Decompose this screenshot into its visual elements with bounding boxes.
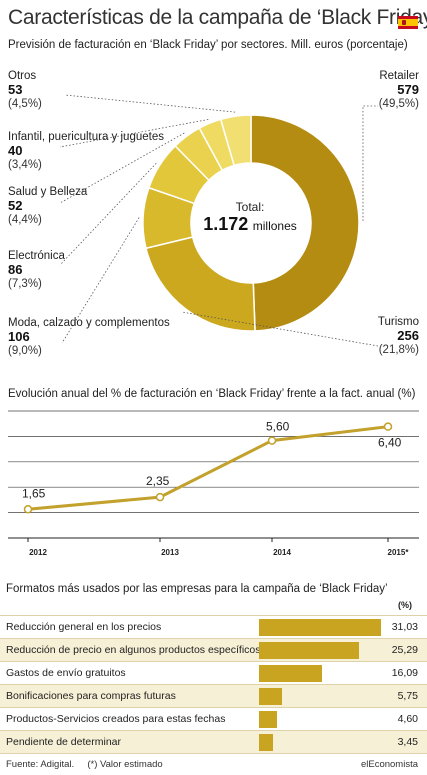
leader-line [59, 119, 209, 148]
data-point [383, 422, 393, 431]
leader-line [362, 105, 378, 221]
spain-flag-icon [398, 16, 418, 29]
label-moda: Moda, calzado y complementos 106 (9,0%) [8, 316, 170, 358]
donut-slice [250, 114, 360, 332]
page-title: Características de la campaña de ‘Black … [8, 6, 427, 29]
segment-name: Turismo [377, 316, 419, 328]
table-bottom-rule [0, 753, 427, 754]
leader-line [183, 311, 379, 347]
bar [259, 688, 282, 705]
bar [259, 711, 278, 728]
leader-line [61, 217, 140, 344]
row-value: 5,75 [397, 690, 418, 702]
segment-percent: (21,8%) [378, 344, 419, 356]
segment-value: 579 [397, 82, 419, 97]
x-tick-label: 2012 [29, 548, 47, 557]
data-label: 6,40 [378, 436, 402, 450]
segment-value: 40 [8, 143, 23, 158]
estimate-note: (*) Valor estimado [87, 759, 163, 770]
segment-percent: (3,4%) [8, 159, 42, 171]
label-turismo: Turismo 256 (21,8%) [378, 315, 419, 357]
row-label: Pendiente de determinar [6, 736, 121, 748]
segment-name: Moda, calzado y complementos [8, 317, 170, 329]
segment-value: 256 [397, 328, 419, 343]
donut-chart [59, 94, 379, 347]
segment-name: Salud y Belleza [8, 186, 88, 198]
leader-line [59, 162, 157, 266]
bar [259, 642, 359, 659]
row-value: 16,09 [391, 667, 418, 679]
footer-source: Fuente: Adigital. (*) Valor estimado [6, 759, 163, 770]
data-label: 2,35 [146, 474, 170, 488]
row-value: 3,45 [397, 736, 418, 748]
line-chart: 2012 2013 2014 2015* 1,65 2,35 5,60 6,40 [8, 410, 419, 557]
segment-value: 106 [8, 329, 30, 344]
series-line [27, 425, 389, 511]
leader-line [64, 94, 236, 113]
segment-percent: (7,3%) [8, 278, 42, 290]
data-point [155, 492, 165, 502]
label-electronica: Electrónica 86 (7,3%) [8, 249, 65, 291]
donut-slice [219, 114, 252, 167]
row-label: Bonificaciones para compras futuras [6, 690, 176, 702]
x-tick-label: 2013 [161, 548, 179, 557]
donut-slice [145, 236, 256, 332]
brand-logo: elEconomista [360, 759, 418, 770]
bar [259, 665, 323, 682]
total-value: 1.172 [203, 214, 249, 234]
leader-line [59, 132, 185, 204]
segment-value: 53 [8, 82, 23, 97]
label-salud: Salud y Belleza 52 (4,4%) [8, 185, 87, 227]
bar-table-title: Formatos más usados por las empresas par… [6, 583, 388, 595]
bar [259, 734, 273, 751]
segment-name: Electrónica [8, 250, 65, 262]
line-chart-title: Evolución anual del % de facturación en … [8, 388, 416, 400]
table-row: Productos-Servicios creados para estas f… [0, 707, 427, 731]
donut-total: Total: 1.172 millones [200, 200, 300, 235]
x-tick-label: 2015* [388, 548, 410, 557]
data-point [23, 505, 33, 514]
label-infantil: Infantil, puericultura y juguetes 40 (3,… [8, 130, 164, 172]
data-label: 5,60 [266, 420, 290, 434]
segment-name: Infantil, puericultura y juguetes [8, 131, 164, 143]
table-row: Gastos de envío gratuitos 16,09 [0, 661, 427, 685]
table-row: Pendiente de determinar 3,45 [0, 730, 427, 754]
table-row: Reducción general en los precios 31,03 [0, 615, 427, 639]
total-unit: millones [252, 219, 297, 233]
total-number: 1.172 millones [200, 214, 300, 235]
bar [259, 619, 382, 636]
x-tick-label: 2014 [273, 548, 291, 557]
segment-value: 52 [8, 198, 23, 213]
segment-name: Otros [8, 70, 37, 82]
row-label: Productos-Servicios creados para estas f… [6, 713, 226, 725]
segment-value: 86 [8, 262, 23, 277]
segment-percent: (49,5%) [378, 98, 419, 110]
segment-name: Retailer [379, 70, 419, 82]
table-row: Bonificaciones para compras futuras 5,75 [0, 684, 427, 708]
row-value: 25,29 [391, 644, 418, 656]
percent-header: (%) [398, 600, 412, 610]
segment-percent: (4,5%) [8, 98, 42, 110]
row-value: 4,60 [397, 713, 418, 725]
data-label: 1,65 [22, 486, 46, 500]
total-label: Total: [235, 200, 265, 214]
donut-subtitle: Previsión de facturación en ‘Black Frida… [8, 39, 408, 51]
row-label: Reducción de precio en algunos productos… [6, 644, 261, 656]
row-label: Gastos de envío gratuitos [6, 667, 126, 679]
row-label: Reducción general en los precios [6, 621, 162, 633]
label-otros: Otros 53 (4,5%) [8, 69, 42, 111]
source-text: Fuente: Adigital. [6, 759, 75, 770]
data-point [267, 436, 277, 445]
segment-percent: (4,4%) [8, 214, 42, 226]
segment-percent: (9,0%) [8, 345, 42, 357]
row-value: 31,03 [391, 621, 418, 633]
table-row: Reducción de precio en algunos productos… [0, 638, 427, 662]
label-retailer: Retailer 579 (49,5%) [379, 69, 419, 111]
